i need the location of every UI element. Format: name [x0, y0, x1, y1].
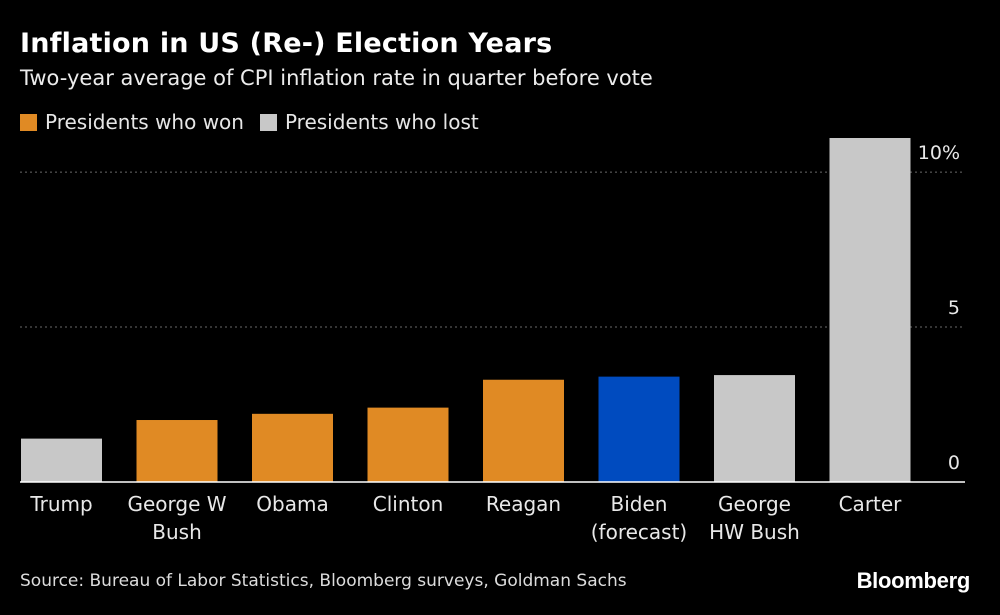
category-label-2-0: Obama	[256, 492, 328, 516]
legend-swatch-lost	[259, 113, 277, 131]
bar-5	[598, 376, 680, 482]
bar-1	[136, 420, 218, 482]
category-label-1-0: George W	[127, 492, 226, 516]
y-tick-label-0: 0	[948, 452, 960, 474]
legend-item-lost: Presidents who lost	[259, 110, 479, 134]
legend-label-lost: Presidents who lost	[284, 110, 479, 134]
legend-item-won: Presidents who won	[20, 110, 244, 134]
y-tick-label-5: 5	[948, 297, 960, 319]
chart-title: Inflation in US (Re-) Election Years	[20, 28, 553, 59]
bar-6	[714, 375, 795, 482]
category-label-7-0: Carter	[839, 492, 903, 516]
legend-swatch-won	[20, 113, 37, 131]
bar-3	[367, 407, 449, 482]
legend: Presidents who won Presidents who lost	[20, 110, 495, 134]
source-note: Source: Bureau of Labor Statistics, Bloo…	[20, 571, 627, 591]
chart-subtitle: Two-year average of CPI inflation rate i…	[20, 66, 653, 90]
category-label-6-0: George	[718, 492, 791, 516]
category-label-0-0: Trump	[29, 492, 92, 516]
category-label-6-1: HW Bush	[709, 520, 800, 544]
category-label-4-0: Reagan	[486, 492, 561, 516]
category-label-5-1: (forecast)	[591, 520, 687, 544]
bloomberg-logo: Bloomberg	[856, 568, 971, 593]
y-tick-label-10: 10%	[918, 142, 960, 164]
category-label-3-0: Clinton	[373, 492, 444, 516]
bar-7	[829, 138, 911, 482]
bar-4	[483, 379, 564, 482]
category-label-1-1: Bush	[152, 520, 202, 544]
category-label-5-0: Biden	[611, 492, 668, 516]
legend-label-won: Presidents who won	[45, 110, 244, 134]
bar-0	[21, 438, 102, 482]
bar-2	[252, 413, 333, 482]
